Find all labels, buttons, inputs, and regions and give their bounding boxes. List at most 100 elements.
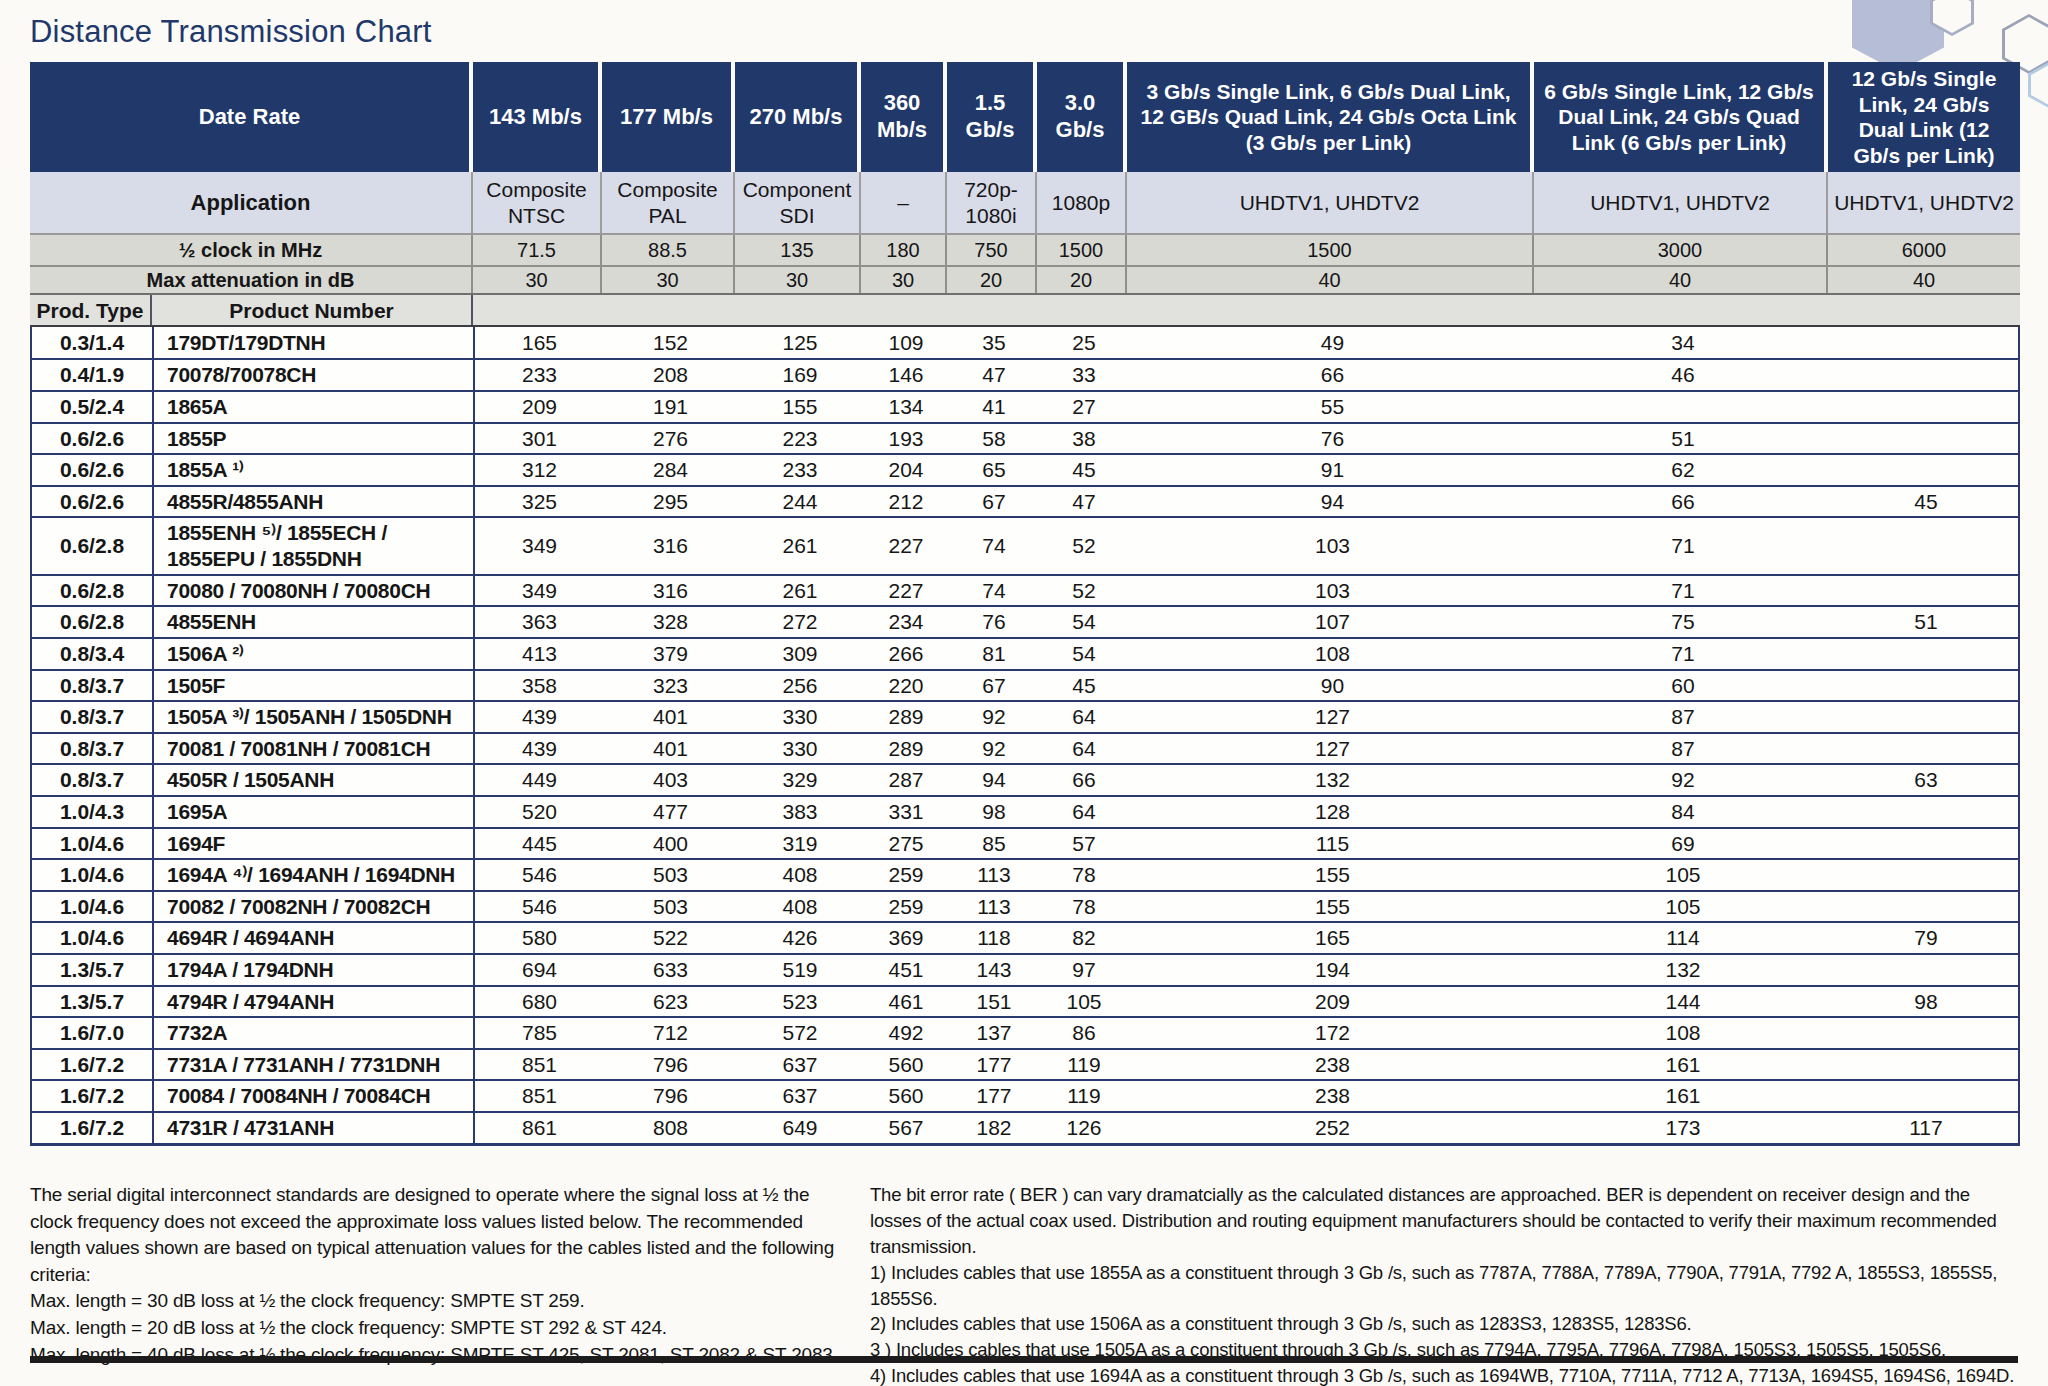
application-cell: 1080p [1037, 172, 1127, 233]
prod-type-cell: 0.4/1.9 [32, 360, 154, 390]
prod-type-cell: 0.3/1.4 [32, 327, 154, 358]
product-number-cell: 1695A [154, 797, 475, 827]
half-clock-row: ½ clock in MHz 71.5 88.5 135 180 750 150… [30, 235, 2020, 265]
product-number-cell: 1794A / 1794DNH [154, 955, 475, 985]
prod-type-header: Prod. Type [30, 295, 152, 325]
value-cell [1830, 797, 2022, 827]
value-cell: 349 [475, 518, 604, 573]
value-cell: 114 [1536, 923, 1830, 953]
table-row: 0.5/2.4 1865A 209 191 155 134 41 27 55 [32, 390, 2018, 422]
value-cell: 51 [1830, 607, 2022, 637]
value-cell: 275 [863, 829, 949, 859]
value-cell: 329 [737, 765, 863, 795]
value-cell: 208 [604, 360, 737, 390]
footnote-line: Max. length = 40 dB loss at ½ the clock … [30, 1342, 844, 1369]
value-cell: 301 [475, 424, 604, 454]
value-cell: 64 [1039, 797, 1129, 827]
distance-transmission-table: Date Rate 143 Mb/s 177 Mb/s 270 Mb/s 360… [30, 62, 2020, 1146]
table-row: 1.0/4.3 1695A 520 477 383 331 98 64 128 … [32, 795, 2018, 827]
value-cell: 165 [1129, 923, 1536, 953]
value-cell: 212 [863, 487, 949, 517]
value-cell: 546 [475, 860, 604, 890]
value-cell: 55 [1129, 392, 1536, 422]
value-cell: 155 [1129, 892, 1536, 922]
value-cell: 220 [863, 671, 949, 701]
value-cell: 461 [863, 987, 949, 1017]
table-row: 0.8/3.7 1505A ³⁾/ 1505ANH / 1505DNH 439 … [32, 700, 2018, 732]
value-cell: 323 [604, 671, 737, 701]
col-header-6g-link: 6 Gb/s Single Link, 12 Gb/s Dual Link, 2… [1534, 62, 1828, 172]
value-cell: 132 [1536, 955, 1830, 985]
value-cell [1830, 576, 2022, 606]
value-cell [1830, 892, 2022, 922]
value-cell: 155 [1129, 860, 1536, 890]
product-number-cell: 4794R / 4794ANH [154, 987, 475, 1017]
date-rate-header-row: Date Rate 143 Mb/s 177 Mb/s 270 Mb/s 360… [30, 62, 2020, 172]
footnote-paragraph: The bit error rate ( BER ) can vary dram… [870, 1182, 2024, 1260]
prod-type-cell: 0.8/3.4 [32, 639, 154, 669]
prod-type-cell: 0.8/3.7 [32, 702, 154, 732]
clock-cell: 3000 [1534, 235, 1828, 265]
value-cell: 66 [1129, 360, 1536, 390]
value-cell: 567 [863, 1113, 949, 1143]
value-cell: 266 [863, 639, 949, 669]
product-number-cell: 179DT/179DTNH [154, 327, 475, 358]
value-cell: 261 [737, 518, 863, 573]
value-cell: 38 [1039, 424, 1129, 454]
prod-type-cell: 1.0/4.6 [32, 860, 154, 890]
value-cell [1830, 829, 2022, 859]
value-cell: 209 [1129, 987, 1536, 1017]
prod-type-cell: 1.3/5.7 [32, 987, 154, 1017]
prod-type-cell: 1.0/4.6 [32, 923, 154, 953]
value-cell: 259 [863, 860, 949, 890]
value-cell: 785 [475, 1018, 604, 1048]
value-cell: 60 [1536, 671, 1830, 701]
table-row: 1.6/7.2 70084 / 70084NH / 70084CH 851 79… [32, 1079, 2018, 1111]
value-cell: 151 [949, 987, 1039, 1017]
value-cell: 87 [1536, 702, 1830, 732]
value-cell: 64 [1039, 734, 1129, 764]
attenuation-cell: 40 [1534, 267, 1828, 293]
value-cell: 118 [949, 923, 1039, 953]
value-cell: 146 [863, 360, 949, 390]
prod-type-cell: 0.6/2.6 [32, 455, 154, 485]
value-cell: 109 [863, 327, 949, 358]
value-cell [1830, 702, 2022, 732]
value-cell: 57 [1039, 829, 1129, 859]
value-cell: 316 [604, 518, 737, 573]
application-cell: UHDTV1, UHDTV2 [1828, 172, 2020, 233]
attenuation-cell: 30 [602, 267, 735, 293]
product-number-header: Product Number [152, 295, 473, 325]
value-cell: 169 [737, 360, 863, 390]
product-number-cell: 1855ENH ⁵⁾/ 1855ECH / 1855EPU / 1855DNH [154, 518, 475, 573]
value-cell: 33 [1039, 360, 1129, 390]
value-cell: 238 [1129, 1081, 1536, 1111]
value-cell: 161 [1536, 1081, 1830, 1111]
value-cell: 560 [863, 1050, 949, 1080]
clock-cell: 750 [947, 235, 1037, 265]
value-cell: 580 [475, 923, 604, 953]
value-cell [1830, 518, 2022, 573]
copyright-notice: ©Copyright 2017, Belden Inc. [30, 1380, 844, 1386]
value-cell: 105 [1536, 860, 1830, 890]
value-cell: 74 [949, 576, 1039, 606]
value-cell: 451 [863, 955, 949, 985]
value-cell: 330 [737, 702, 863, 732]
value-cell [1830, 392, 2022, 422]
value-cell: 256 [737, 671, 863, 701]
clock-cell: 180 [861, 235, 947, 265]
value-cell: 193 [863, 424, 949, 454]
table-row: 1.6/7.0 7732A 785 712 572 492 137 86 172… [32, 1016, 2018, 1048]
value-cell: 90 [1129, 671, 1536, 701]
product-number-cell: 70081 / 70081NH / 70081CH [154, 734, 475, 764]
footnote-line: 2) Includes cables that use 1506A as a c… [870, 1311, 2024, 1337]
value-cell: 78 [1039, 860, 1129, 890]
half-clock-label: ½ clock in MHz [30, 235, 473, 265]
value-cell: 284 [604, 455, 737, 485]
product-number-cell: 70078/70078CH [154, 360, 475, 390]
value-cell: 52 [1039, 518, 1129, 573]
value-cell: 45 [1039, 455, 1129, 485]
value-cell: 209 [475, 392, 604, 422]
product-number-cell: 1855P [154, 424, 475, 454]
value-cell: 47 [1039, 487, 1129, 517]
